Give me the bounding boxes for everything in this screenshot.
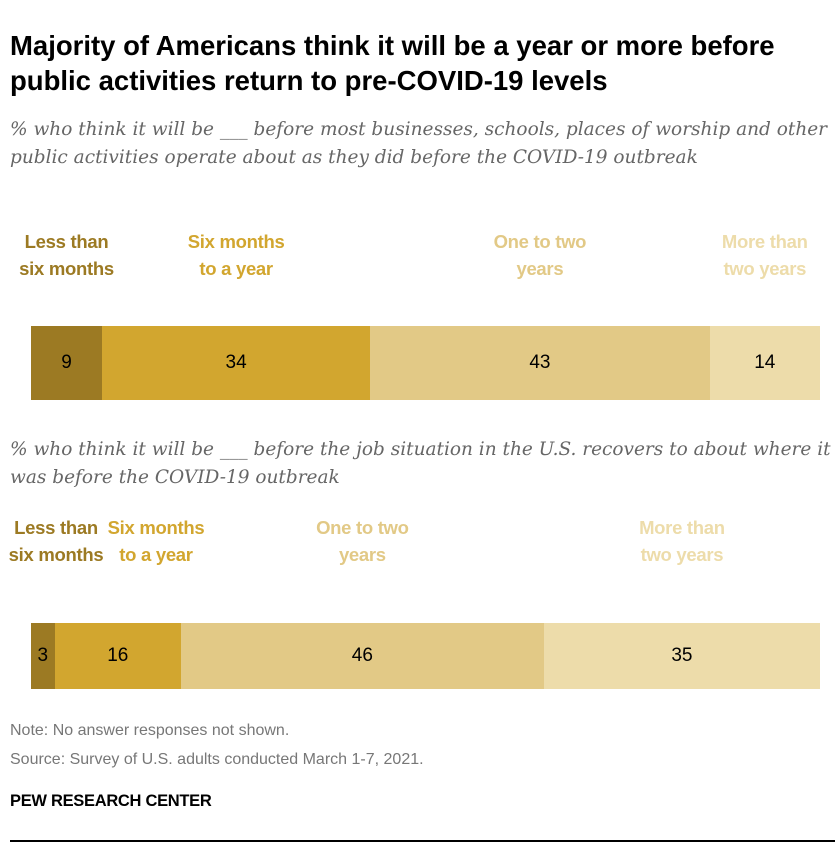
bar-segment: 14	[709, 326, 820, 400]
category-label: More than two years	[721, 231, 808, 279]
chart-title: Majority of Americans think it will be a…	[10, 30, 775, 96]
bar-segment: 46	[180, 623, 544, 689]
category-label: Less than six months	[19, 231, 114, 279]
bar-segment: 34	[102, 326, 371, 400]
category-label: One to two years	[316, 517, 409, 565]
note: Note: No answer responses not shown.	[10, 722, 290, 739]
category-label: Less than six months	[8, 517, 104, 565]
bar-segment: 9	[31, 326, 102, 400]
category-label: Six months to a year	[107, 517, 205, 565]
chart-1-subtitle: % who think it will be ___ before most b…	[10, 119, 828, 168]
bar-segment: 35	[543, 623, 820, 689]
bar-segment: 3	[31, 623, 55, 689]
bar-segment: 16	[54, 623, 181, 689]
bottom-rule	[10, 840, 835, 842]
category-label: One to two years	[493, 231, 587, 279]
pew-logo-text: PEW RESEARCH CENTER	[10, 792, 212, 810]
source: Source: Survey of U.S. adults conducted …	[10, 751, 424, 768]
chart-2-subtitle: % who think it will be ___ before the jo…	[10, 439, 831, 488]
category-label: Six months to a year	[187, 231, 285, 279]
bar-segment: 43	[370, 326, 710, 400]
category-label: More than two years	[639, 517, 725, 565]
